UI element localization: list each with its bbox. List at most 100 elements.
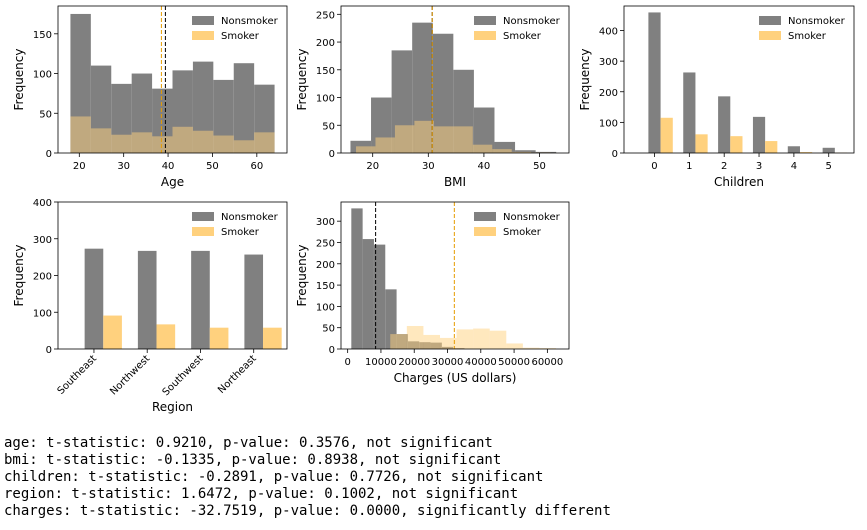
y-tick-label: 50 <box>322 121 335 132</box>
x-tick-label: Northeast <box>216 353 259 396</box>
output-line-bmi: bmi: t-statistic: -0.1335, p-value: 0.89… <box>4 452 502 468</box>
y-tick-label: 100 <box>599 118 618 129</box>
y-axis-label: Frequency <box>295 49 309 111</box>
bar-smoker-6 <box>473 328 490 349</box>
bar-nonsmoker-8 <box>494 141 516 153</box>
bar-smoker-5 <box>433 126 454 153</box>
bar-smoker-3 <box>111 134 132 153</box>
bar-smoker-9 <box>511 151 532 153</box>
bar-nonsmoker-3 <box>373 244 386 349</box>
legend: Nonsmoker Smoker <box>474 16 561 42</box>
bar-smoker-10 <box>254 132 275 153</box>
bar-smoker-1 <box>356 146 376 153</box>
plot-area <box>648 12 848 153</box>
bar-smoker-4 <box>414 120 434 153</box>
bar-smoker-3 <box>394 125 415 153</box>
bar-smoker-10 <box>539 348 557 349</box>
x-tick-label: 10000 <box>365 357 397 368</box>
y-tick-label: 0 <box>329 345 335 356</box>
bar-smoker-8 <box>213 135 234 153</box>
x-axis-label: Charges (US dollars) <box>394 371 517 385</box>
y-tick-label: 0 <box>46 149 52 160</box>
bar-smoker-2 <box>695 134 708 153</box>
bar-smoker-2 <box>90 128 112 153</box>
x-tick-label: 30000 <box>432 357 464 368</box>
bar-nonsmoker-5 <box>432 33 454 153</box>
bar-smoker-3 <box>209 327 229 349</box>
y-axis-label: Frequency <box>295 245 309 307</box>
axes-frame <box>340 201 570 350</box>
y-tick-label: 100 <box>33 308 52 319</box>
bar-smoker-9 <box>233 140 255 153</box>
bar-smoker-9 <box>522 347 540 349</box>
bar-nonsmoker-4 <box>412 22 433 153</box>
legend-swatch-nonsmoker <box>192 16 214 25</box>
legend-swatch-smoker <box>192 31 214 40</box>
x-tick-label: 20 <box>73 161 86 172</box>
bar-smoker-1 <box>103 315 122 349</box>
axes-frame <box>340 5 570 154</box>
legend-label-nonsmoker: Nonsmoker <box>503 16 561 27</box>
legend-label-nonsmoker: Nonsmoker <box>221 16 279 27</box>
bar-smoker-5 <box>799 152 813 153</box>
bar-nonsmoker-2 <box>137 250 157 349</box>
bar-nonsmoker-2 <box>683 72 696 153</box>
x-axis-label: Region <box>152 400 193 414</box>
x-tick-label: 20 <box>366 161 379 172</box>
y-tick-label: 250 <box>316 238 335 249</box>
bar-smoker-4 <box>439 337 457 349</box>
x-tick-label: 40 <box>478 161 491 172</box>
console-output: age: t-statistic: 0.9210, p-value: 0.357… <box>4 435 611 520</box>
y-tick-label: 200 <box>316 260 335 271</box>
bar-smoker-2 <box>156 324 176 349</box>
x-tick-label: 30 <box>422 161 435 172</box>
x-tick-label: 5 <box>826 161 832 172</box>
bar-smoker-4 <box>765 141 778 153</box>
x-tick-label: 60000 <box>531 357 563 368</box>
legend-label-nonsmoker: Nonsmoker <box>503 212 561 223</box>
bar-nonsmoker-4 <box>752 116 766 153</box>
y-tick-label: 200 <box>33 272 52 283</box>
y-tick-label: 150 <box>316 281 335 292</box>
chart-5: 0 50 100 150 200 250 300 0 10000 20000 30000 40000 5… <box>295 201 570 385</box>
x-tick-label: 30 <box>117 161 130 172</box>
y-tick-label: 50 <box>39 109 52 120</box>
legend-label-nonsmoker: Nonsmoker <box>788 16 846 27</box>
y-tick-label: 150 <box>316 66 335 77</box>
bar-nonsmoker-1 <box>84 248 104 349</box>
legend-swatch-smoker <box>474 227 496 236</box>
x-tick-label: Northwest <box>108 353 152 397</box>
x-tick-label: 50 <box>206 161 219 172</box>
bar-smoker-4 <box>263 327 282 349</box>
bar-nonsmoker-4 <box>385 289 397 349</box>
output-line-age: age: t-statistic: 0.9210, p-value: 0.357… <box>4 435 493 451</box>
y-tick-label: 0 <box>329 149 335 160</box>
bar-nonsmoker-6 <box>822 147 835 153</box>
chart-4: 0 100 200 300 400 Southeast Northwest Southwest… <box>12 198 288 414</box>
legend-label-smoker: Smoker <box>503 227 542 238</box>
y-tick-label: 100 <box>316 302 335 313</box>
y-tick-label: 300 <box>316 217 335 228</box>
y-axis-label: Frequency <box>578 49 592 111</box>
y-tick-label: 300 <box>599 57 618 68</box>
bar-smoker-8 <box>506 343 523 349</box>
y-tick-label: 250 <box>316 10 335 21</box>
bar-nonsmoker-5 <box>787 146 800 153</box>
legend-swatch-nonsmoker <box>192 212 214 221</box>
bar-smoker-1 <box>70 116 91 153</box>
x-axis-label: Age <box>161 175 184 189</box>
legend-label-nonsmoker: Nonsmoker <box>221 212 279 223</box>
bar-nonsmoker-1 <box>351 208 363 349</box>
x-tick-label: 50 <box>533 161 546 172</box>
bar-smoker-7 <box>472 144 493 153</box>
y-tick-label: 0 <box>612 149 618 160</box>
x-tick-label: 0 <box>344 357 350 368</box>
x-axis-label: Children <box>714 175 764 189</box>
x-tick-label: 0 <box>651 161 657 172</box>
y-tick-label: 100 <box>33 70 52 81</box>
bar-nonsmoker-8 <box>213 79 234 153</box>
bar-smoker-8 <box>492 149 512 153</box>
bar-nonsmoker-4 <box>244 254 264 349</box>
x-tick-label: 60 <box>250 161 263 172</box>
